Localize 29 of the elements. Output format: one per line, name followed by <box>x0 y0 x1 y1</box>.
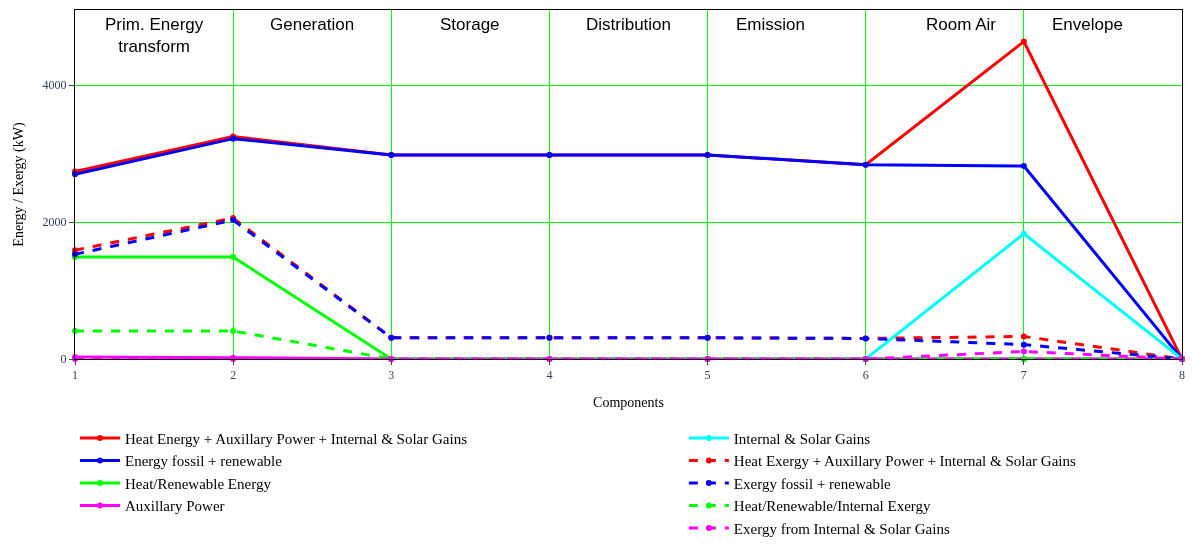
x-axis-title: Components <box>593 394 664 410</box>
y-tick-label: 4000 <box>42 78 67 93</box>
legend-label: Auxillary Power <box>125 498 225 515</box>
annotation: Prim. Energy transform <box>105 15 204 57</box>
annotation: Distribution <box>586 15 672 34</box>
y-axis-title: Energy / Exergy (kW) <box>11 122 28 247</box>
annotation: Emission <box>736 15 805 34</box>
annotation: Generation <box>270 15 355 34</box>
y-tick-label: 0 <box>60 352 67 367</box>
x-tick-label: 7 <box>1020 368 1027 383</box>
annotation: Room Air <box>926 15 997 34</box>
legend-label: Heat Energy + Auxillary Power + Internal & Solar Gains <box>125 430 468 447</box>
annotation: Envelope <box>1052 15 1123 34</box>
x-tick-label: 5 <box>704 368 711 383</box>
legend-label: Energy fossil + renewable <box>125 453 283 470</box>
legend-label: Heat Exergy + Auxillary Power + Internal & Solar Gains <box>733 453 1076 470</box>
x-tick-label: 6 <box>862 368 869 383</box>
legend-label: Heat/Renewable Energy <box>125 475 272 492</box>
annotation: Storage <box>440 15 500 34</box>
legend-label: Exergy from Internal & Solar Gains <box>733 520 950 537</box>
x-tick-label: 2 <box>230 368 237 383</box>
legend-label: Exergy fossil + renewable <box>733 475 892 492</box>
x-tick-label: 4 <box>546 368 553 383</box>
y-tick-label: 2000 <box>42 215 67 230</box>
legend-label: Heat/Renewable/Internal Exergy <box>733 498 932 515</box>
x-tick-label: 8 <box>1179 368 1185 383</box>
x-tick-label: 3 <box>388 368 395 383</box>
x-tick-label: 1 <box>72 368 78 383</box>
legend-label: Internal & Solar Gains <box>733 430 871 447</box>
